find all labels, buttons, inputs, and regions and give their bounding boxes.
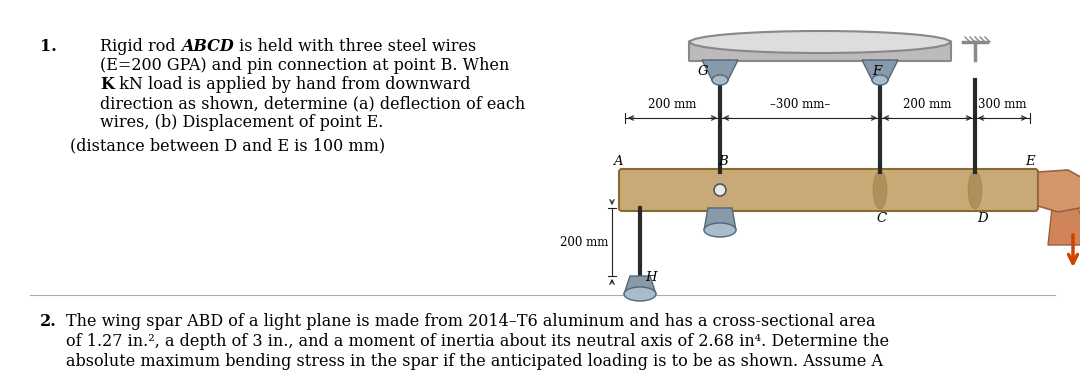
Text: direction as shown, determine (a) deflection of each: direction as shown, determine (a) deflec… <box>100 95 525 112</box>
Ellipse shape <box>968 171 982 209</box>
Text: of 1.27 in.², a depth of 3 in., and a moment of inertia about its neutral axis o: of 1.27 in.², a depth of 3 in., and a mo… <box>66 333 889 350</box>
Text: absolute maximum bending stress in the spar if the anticipated loading is to be : absolute maximum bending stress in the s… <box>66 353 883 370</box>
Text: 200 mm: 200 mm <box>903 98 951 111</box>
Text: (E=200 GPA) and pin connection at point B. When: (E=200 GPA) and pin connection at point … <box>100 57 510 74</box>
Text: wires, (b) Displacement of point E.: wires, (b) Displacement of point E. <box>100 114 383 131</box>
Ellipse shape <box>712 75 728 85</box>
Text: F: F <box>872 65 881 78</box>
Ellipse shape <box>873 171 887 209</box>
Ellipse shape <box>872 75 888 85</box>
Text: kN load is applied by hand from downward: kN load is applied by hand from downward <box>113 76 471 93</box>
Text: Rigid rod: Rigid rod <box>100 38 180 55</box>
Text: C: C <box>876 212 886 225</box>
Text: is held with three steel wires: is held with three steel wires <box>233 38 476 55</box>
Ellipse shape <box>624 287 656 301</box>
Ellipse shape <box>704 223 735 237</box>
Text: A: A <box>613 155 623 168</box>
Text: 2.: 2. <box>40 313 57 330</box>
Text: 200 mm: 200 mm <box>648 98 697 111</box>
Text: E: E <box>1025 155 1035 168</box>
Text: G: G <box>698 65 708 78</box>
Ellipse shape <box>690 31 950 53</box>
Polygon shape <box>624 276 656 294</box>
Polygon shape <box>862 60 897 80</box>
Text: The wing spar ABD of a light plane is made from 2014–T6 aluminum and has a cross: The wing spar ABD of a light plane is ma… <box>66 313 876 330</box>
Polygon shape <box>1048 208 1080 245</box>
Circle shape <box>714 184 726 196</box>
FancyBboxPatch shape <box>689 41 951 61</box>
Text: H: H <box>645 271 657 284</box>
Polygon shape <box>704 208 735 230</box>
Text: –300 mm–: –300 mm– <box>770 98 831 111</box>
Polygon shape <box>1038 170 1080 212</box>
Text: K: K <box>100 76 113 93</box>
Text: D: D <box>977 212 987 225</box>
Text: B: B <box>718 155 728 168</box>
Text: 200 mm: 200 mm <box>559 236 608 248</box>
Polygon shape <box>702 60 738 80</box>
FancyBboxPatch shape <box>619 169 1038 211</box>
Text: ABCD: ABCD <box>180 38 233 55</box>
Text: 1.: 1. <box>40 38 57 55</box>
Text: 300 mm: 300 mm <box>978 98 1027 111</box>
Text: (distance between D and E is 100 mm): (distance between D and E is 100 mm) <box>70 137 386 154</box>
